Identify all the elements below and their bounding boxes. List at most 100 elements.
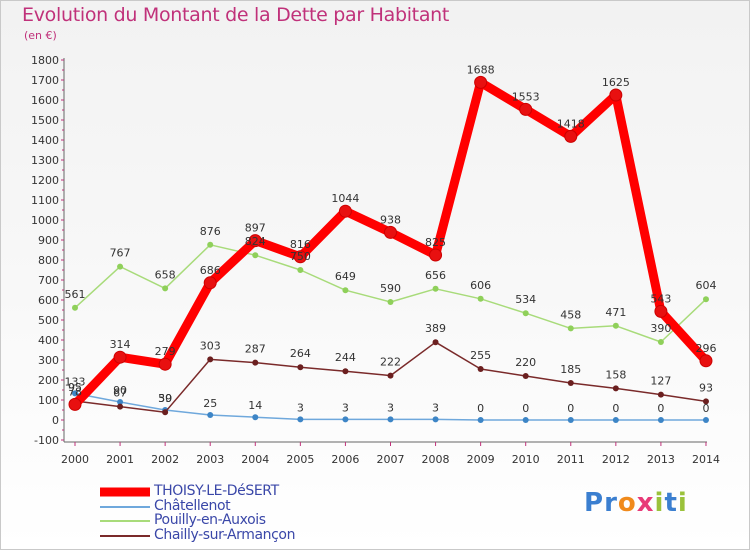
data-label: 1553 <box>512 90 540 103</box>
y-tick-label: 1800 <box>31 54 59 67</box>
x-tick-label: 2003 <box>196 453 224 466</box>
y-tick-label: -100 <box>34 434 59 447</box>
data-point <box>248 234 262 248</box>
y-tick-label: 1700 <box>31 74 59 87</box>
data-label: 264 <box>290 347 311 360</box>
data-point <box>477 417 484 423</box>
data-label: 0 <box>702 402 709 415</box>
legend-swatch <box>100 534 150 537</box>
data-label: 296 <box>695 342 716 355</box>
y-tick-label: 300 <box>38 354 59 367</box>
data-point <box>207 241 214 248</box>
y-tick-label: 900 <box>38 234 59 247</box>
data-label: 0 <box>612 402 619 415</box>
data-point <box>522 417 529 423</box>
data-point <box>207 356 214 363</box>
data-label: 3 <box>432 401 439 414</box>
data-label: 938 <box>380 213 401 226</box>
data-point <box>338 204 352 218</box>
data-label: 50 <box>158 392 172 405</box>
legend-label: Pouilly-en-Auxois <box>154 512 266 528</box>
data-label: 133 <box>65 375 86 388</box>
data-label: 78 <box>68 385 82 398</box>
y-tick-label: 1100 <box>31 194 59 207</box>
x-tick-label: 2013 <box>647 453 675 466</box>
data-point <box>342 416 349 423</box>
data-label: 471 <box>605 306 626 319</box>
data-point <box>702 398 709 405</box>
data-label: 604 <box>695 279 716 292</box>
data-label: 127 <box>650 375 671 388</box>
data-point <box>117 399 124 405</box>
data-label: 0 <box>477 402 484 415</box>
y-tick-label: 700 <box>38 274 59 287</box>
data-label: 3 <box>297 401 304 414</box>
data-label: 3 <box>387 401 394 414</box>
data-point <box>117 263 124 270</box>
data-point <box>477 366 484 372</box>
logo-letter: i <box>654 488 665 518</box>
x-tick-label: 2000 <box>61 453 89 466</box>
data-label: 649 <box>335 270 356 283</box>
data-label: 686 <box>200 264 221 277</box>
data-point <box>432 416 439 423</box>
data-point <box>567 380 574 386</box>
data-label: 0 <box>657 402 664 415</box>
y-tick-label: 1200 <box>31 174 59 187</box>
data-label: 1418 <box>557 117 585 130</box>
data-label: 606 <box>470 279 491 292</box>
data-label: 287 <box>245 343 266 356</box>
data-label: 25 <box>203 397 217 410</box>
x-tick-label: 2007 <box>376 453 404 466</box>
data-point <box>567 325 574 332</box>
y-tick-label: 1300 <box>31 154 59 167</box>
data-point <box>657 391 664 398</box>
data-point <box>432 285 439 292</box>
data-point <box>72 390 78 397</box>
data-point <box>612 322 619 329</box>
data-point <box>383 225 397 239</box>
data-point <box>429 248 443 262</box>
data-label: 39 <box>158 392 172 405</box>
data-label: 1625 <box>602 76 630 89</box>
legend-swatch <box>100 487 150 497</box>
data-point <box>252 359 259 366</box>
data-point <box>72 304 78 311</box>
y-tick-label: 0 <box>52 414 59 427</box>
data-label: 314 <box>110 338 131 351</box>
data-label: 897 <box>245 222 266 235</box>
data-label: 279 <box>155 345 176 358</box>
y-tick-label: 400 <box>38 334 59 347</box>
data-label: 658 <box>155 268 176 281</box>
logo-letter: x <box>636 488 655 518</box>
y-tick-label: 1000 <box>31 214 59 227</box>
data-label: 90 <box>113 384 127 397</box>
y-tick-label: 600 <box>38 294 59 307</box>
data-point <box>474 75 488 89</box>
data-label: 14 <box>248 399 262 412</box>
x-tick-label: 2014 <box>692 453 720 466</box>
x-tick-label: 2005 <box>286 453 314 466</box>
legend-label: Châtellenot <box>154 497 231 514</box>
data-label: 93 <box>699 381 713 394</box>
data-point <box>567 417 574 423</box>
data-label: 750 <box>290 250 311 263</box>
data-point <box>657 339 664 345</box>
legend-label: THOISY-LE-DéSERT <box>154 483 279 499</box>
data-label: 255 <box>470 349 491 362</box>
data-point <box>522 373 529 379</box>
legend-swatch <box>100 520 150 523</box>
data-label: 220 <box>515 356 536 369</box>
data-label: 67 <box>113 387 127 400</box>
data-point <box>162 285 169 292</box>
x-tick-label: 2008 <box>422 453 450 466</box>
data-label: 876 <box>200 225 221 238</box>
x-tick-label: 2006 <box>331 453 359 466</box>
x-tick-label: 2002 <box>151 453 179 466</box>
y-tick-label: 1600 <box>31 94 59 107</box>
data-label: 1688 <box>467 63 495 76</box>
data-point <box>252 414 259 421</box>
data-point <box>162 409 169 416</box>
